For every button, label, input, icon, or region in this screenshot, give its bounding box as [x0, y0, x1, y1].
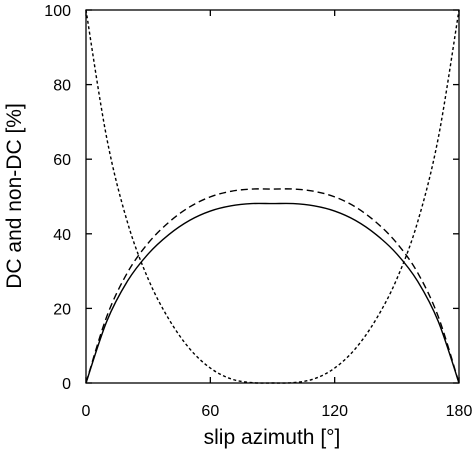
y-tick-label-4: 80 — [53, 78, 71, 95]
tick-labels: 0 60 120 180 0 20 40 60 80 100 — [44, 3, 472, 420]
y-tick-label-0: 0 — [62, 376, 71, 393]
series-line-dotted — [85, 9, 460, 384]
plot-frame — [85, 9, 460, 384]
series-line-solid — [85, 202, 460, 384]
x-tick-label-0: 0 — [82, 403, 91, 420]
y-axis-label: DC and non-DC [%] — [3, 103, 26, 289]
y-tick-label-3: 60 — [53, 152, 71, 169]
y-tick-label-1: 20 — [53, 301, 71, 318]
x-tick-label-1: 60 — [201, 403, 219, 420]
x-tick-label-3: 180 — [446, 403, 473, 420]
series-line-dashed — [85, 188, 460, 384]
y-tick-label-2: 40 — [53, 227, 71, 244]
y-tick-label-5: 100 — [44, 3, 71, 20]
ticks — [85, 9, 460, 384]
x-tick-label-2: 120 — [321, 403, 348, 420]
x-axis-label: slip azimuth [°] — [204, 426, 341, 449]
series-layer — [85, 9, 460, 384]
